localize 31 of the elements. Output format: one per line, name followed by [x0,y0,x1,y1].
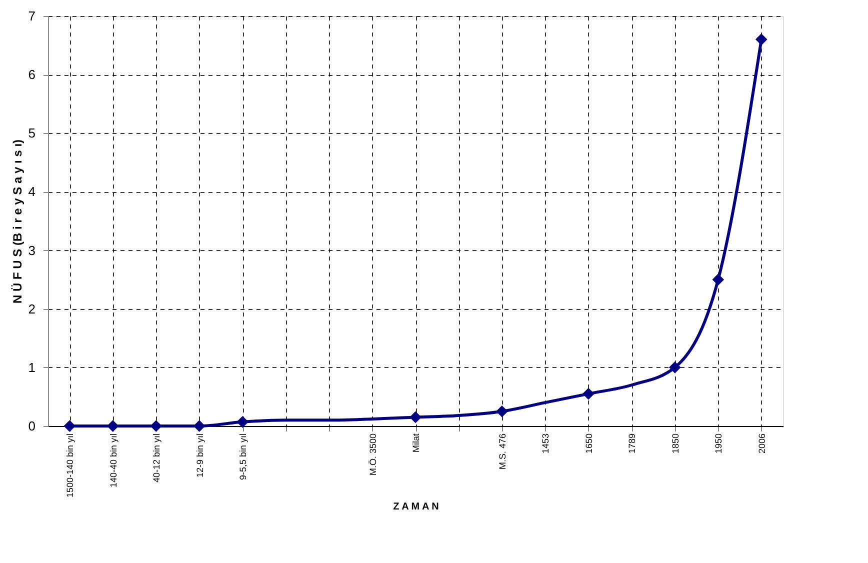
x-tick-label: Milat [411,433,421,453]
y-tick-label: 6 [28,67,36,82]
x-tick-label: M.S. 476 [497,434,508,470]
point [582,388,594,400]
y-axis-title: N Ü F U S (B i r e y S a y ı s ı) [10,139,24,304]
y-tick-label: 7 [28,8,36,24]
point [755,34,768,46]
x-tick-label: 12-9 bin yıl [194,434,205,478]
x-tick-label: 140-40 bin yıl [108,434,118,488]
y-tick-label: 3 [28,242,36,258]
x-tick-label: 2006 [756,434,767,454]
point [410,411,422,424]
x-tick-label: 1500-140 bin yıl [65,434,76,498]
x-tick-label: 1453 [540,434,551,454]
y-tick-label: 4 [28,184,36,200]
x-tick-label: M.Ö. 3500 [368,434,378,476]
x-axis-title: Z A M A N [393,502,439,513]
y-tick-label: 2 [28,301,36,316]
y-tick-label: 0 [28,418,36,434]
point [496,405,508,418]
point [668,362,681,374]
x-tick-label: 1850 [670,434,680,454]
y-tick-label: 5 [28,126,36,141]
point [712,274,724,286]
x-tick-label: 1650 [584,434,594,454]
x-tick-label: 9-5,5 bin yıl [238,434,248,480]
y-tick-label: 1 [28,360,36,375]
point [236,416,248,428]
x-tick-label: 1950 [714,434,724,454]
x-tick-label: 40-12 bin yıl [152,434,162,483]
x-tick-label: 1789 [627,434,638,454]
